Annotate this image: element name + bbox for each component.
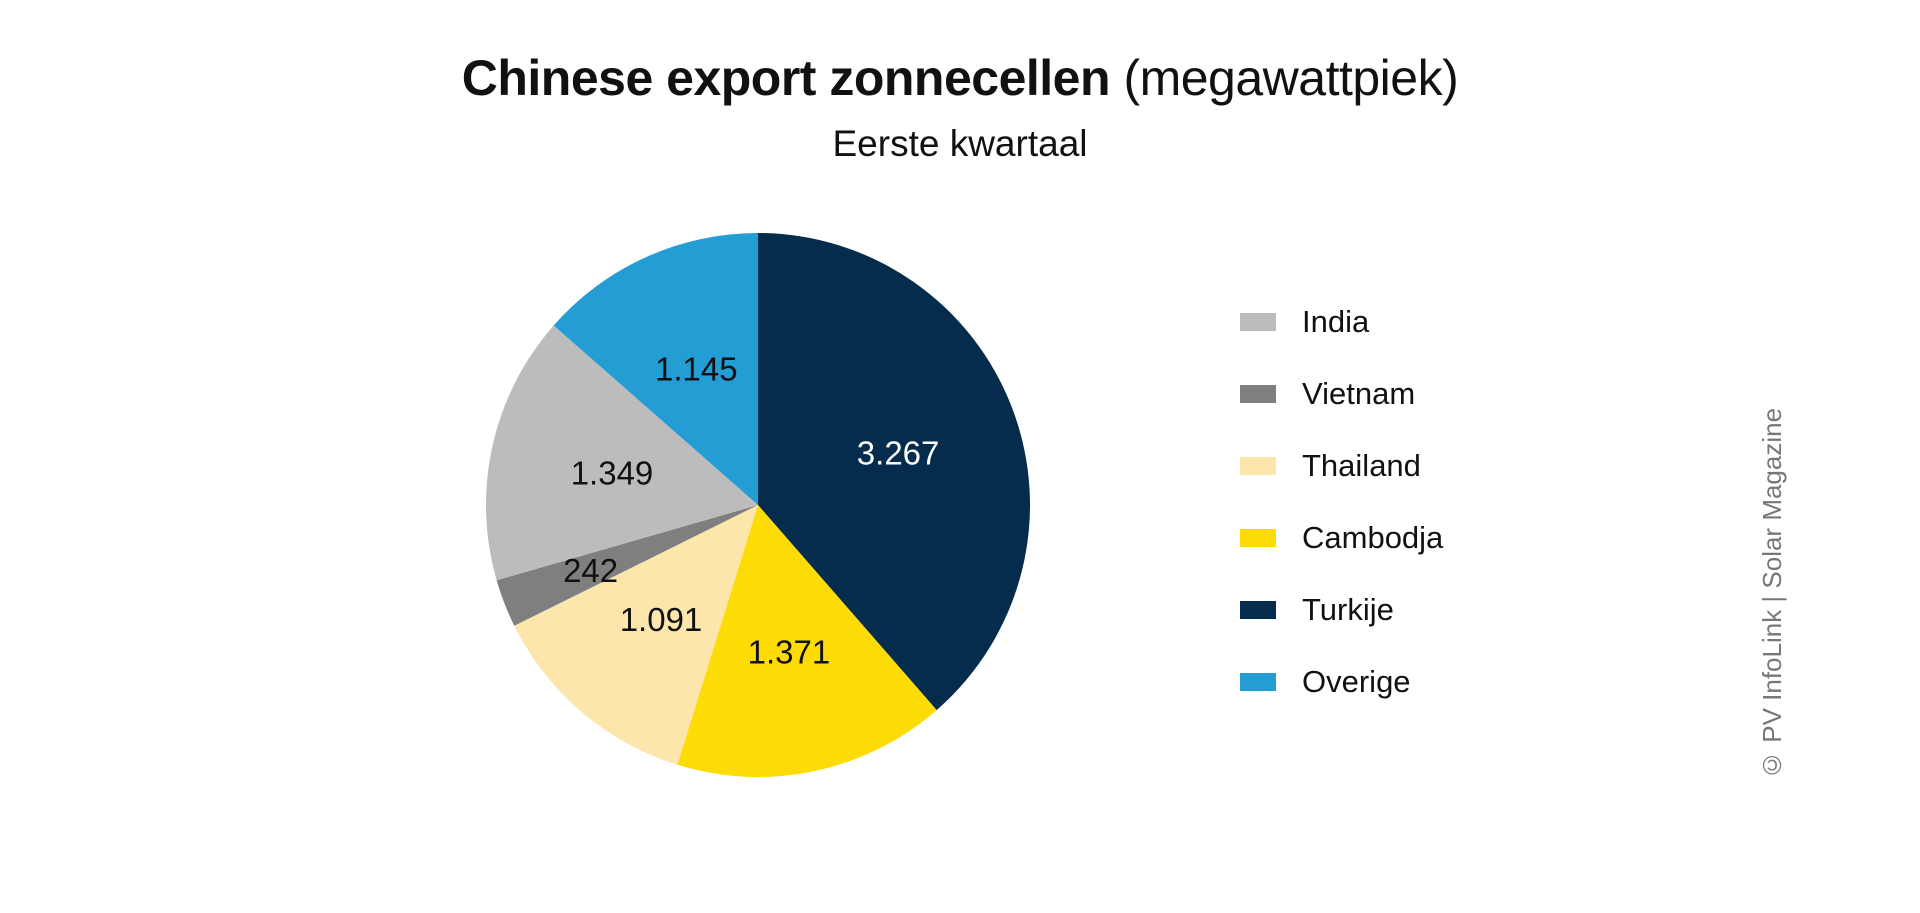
legend-item-turkije: Turkije: [1240, 588, 1540, 632]
legend-item-vietnam: Vietnam: [1240, 372, 1540, 416]
pie-slice-india: [485, 325, 758, 581]
chart-title-unit: (megawattpiek): [1123, 50, 1459, 106]
legend-swatch-cambodja: [1240, 529, 1276, 547]
credit-text: © PV InfoLink | Solar Magazine: [1757, 407, 1787, 780]
chart-title: Chinese export zonnecellen (megawattpiek…: [0, 46, 1920, 110]
pie-slice-turkije: [758, 233, 1031, 711]
legend-label-overige: Overige: [1302, 664, 1411, 699]
pie-slice-cambodja: [677, 505, 937, 777]
pie-label-overige: 1.145: [655, 351, 738, 388]
legend-swatch-turkije: [1240, 601, 1276, 619]
legend-label-vietnam: Vietnam: [1302, 376, 1416, 411]
pie-label-india: 1.349: [571, 454, 654, 491]
legend-item-overige: Overige: [1240, 660, 1540, 704]
pie-slice-thailand: [514, 505, 758, 765]
legend-item-cambodja: Cambodja: [1240, 516, 1540, 560]
legend-item-india: India: [1240, 300, 1540, 344]
pie-slice-overige: [553, 233, 758, 505]
legend-label-cambodja: Cambodja: [1302, 520, 1444, 555]
pie-label-vietnam: 242: [563, 552, 618, 589]
legend-swatch-vietnam: [1240, 385, 1276, 403]
pie-slice-vietnam: [496, 505, 758, 626]
pie-label-turkije: 3.267: [857, 435, 940, 472]
legend-label-thailand: Thailand: [1302, 448, 1421, 483]
chart-title-main: Chinese export zonnecellen: [461, 50, 1111, 106]
chart-subtitle: Eerste kwartaal: [832, 123, 1088, 164]
pie-label-thailand: 1.091: [620, 601, 703, 638]
legend-swatch-thailand: [1240, 457, 1276, 475]
legend-label-india: India: [1302, 304, 1370, 339]
pie-label-cambodja: 1.371: [748, 633, 831, 670]
pie-slices: [485, 233, 1031, 777]
legend-label-turkije: Turkije: [1302, 592, 1394, 627]
legend-swatch-overige: [1240, 673, 1276, 691]
legend-item-thailand: Thailand: [1240, 444, 1540, 488]
legend-swatch-india: [1240, 313, 1276, 331]
